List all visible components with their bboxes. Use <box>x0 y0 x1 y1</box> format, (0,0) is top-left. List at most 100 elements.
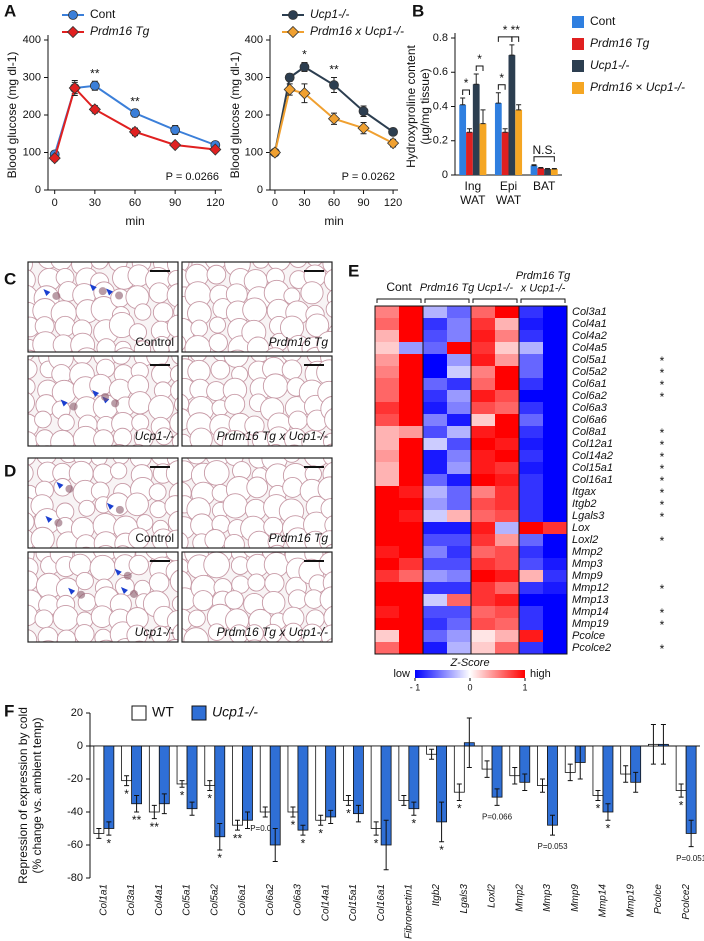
heat-cell <box>495 594 519 606</box>
error-bar <box>217 823 223 851</box>
bar <box>472 84 480 175</box>
legend-label: Ucp1-/- <box>212 704 258 720</box>
adipocyte <box>149 500 168 519</box>
error-bar <box>207 780 213 792</box>
arrowhead <box>106 288 114 296</box>
heat-cell <box>471 462 495 474</box>
x-tick-label: Epi WAT <box>496 179 522 207</box>
significance: * <box>503 23 508 37</box>
significance: * <box>660 462 665 476</box>
significance: * <box>207 792 212 806</box>
tissue <box>182 262 332 352</box>
heat-cell <box>543 618 567 630</box>
adipocyte <box>28 604 38 627</box>
arrowhead <box>106 502 114 510</box>
bar <box>494 103 502 175</box>
adipocyte <box>128 323 147 342</box>
stroma <box>52 291 61 300</box>
error-bar <box>290 806 296 818</box>
adipocyte <box>246 476 269 499</box>
gene-label: Mmp2 <box>572 546 603 558</box>
gene-label: Col6a6 <box>572 414 608 426</box>
gene-label: Mmp13 <box>572 594 610 606</box>
adipocyte <box>307 262 323 267</box>
marker <box>88 103 101 116</box>
x-tick-label: Col4a1 <box>154 884 165 916</box>
adipocyte <box>172 623 178 642</box>
adipocyte <box>169 569 178 593</box>
heat-cell <box>447 342 471 354</box>
x-tick-label: Col6a1 <box>237 884 248 916</box>
gene-label: Mmp14 <box>572 606 609 618</box>
significance: P=0.051 <box>676 854 704 863</box>
error-bar <box>134 795 140 813</box>
bar <box>544 169 551 175</box>
tissue <box>182 458 332 548</box>
adipocyte <box>204 529 226 548</box>
gene-label: Col15a1 <box>572 462 613 474</box>
error-bar <box>502 128 508 133</box>
heat-cell <box>543 474 567 486</box>
legend-label: Prdm16 Tg <box>90 24 150 38</box>
y-tick-label: 0 <box>77 740 83 752</box>
heat-cell <box>447 606 471 618</box>
micrograph-label: Ucp1-/- <box>135 429 174 443</box>
x-axis-label: min <box>125 214 144 228</box>
marker <box>68 10 78 20</box>
adipocyte <box>152 645 172 665</box>
significance: * <box>301 836 306 850</box>
gene-label: Col14a2 <box>572 450 613 462</box>
heat-cell <box>447 426 471 438</box>
adipocyte <box>28 378 36 396</box>
x-tick-label: 60 <box>129 197 141 209</box>
bar <box>259 745 271 813</box>
micrograph-frame <box>27 457 179 549</box>
error-bar <box>551 167 557 170</box>
heat-cell <box>375 582 399 594</box>
heat-cell <box>375 330 399 342</box>
heat-cell <box>495 558 519 570</box>
y-tick-label: 0.4 <box>433 100 448 112</box>
adipocyte <box>189 427 213 446</box>
error-bar <box>272 828 278 862</box>
stroma <box>115 505 124 514</box>
heat-cell <box>519 426 543 438</box>
adipocyte <box>28 392 35 414</box>
heat-cell <box>519 534 543 546</box>
marker <box>68 81 81 95</box>
bar <box>550 169 558 175</box>
heat-cell <box>399 618 423 630</box>
adipocyte <box>97 545 114 548</box>
bar <box>537 168 545 175</box>
heat-cell <box>447 354 471 366</box>
significance: * <box>499 71 504 85</box>
adipocyte <box>325 543 332 548</box>
marker <box>284 72 295 83</box>
y-axis-label: Hydroxyproline content <box>404 44 418 167</box>
micrograph-label: Prdm16 Tg x Ucp1-/- <box>217 625 328 639</box>
heat-cell <box>423 330 447 342</box>
adipocyte <box>94 628 113 642</box>
micrograph-frame <box>27 261 179 353</box>
y-tick-label: -20 <box>67 773 83 785</box>
adipocyte <box>265 347 285 352</box>
heat-cell <box>399 306 423 318</box>
heat-cell <box>375 426 399 438</box>
heat-cell <box>375 534 399 546</box>
heat-cell <box>519 510 543 522</box>
panel-label: F <box>4 701 14 720</box>
heat-cell <box>447 474 471 486</box>
heat-cell <box>399 522 423 534</box>
tissue <box>28 552 178 665</box>
heat-cell <box>543 570 567 582</box>
adipocyte <box>300 281 324 305</box>
heat-cell <box>519 582 543 594</box>
adipocyte <box>262 373 289 399</box>
adipocyte <box>281 359 303 381</box>
heat-cell <box>519 546 543 558</box>
significance: P=0.053 <box>537 842 568 851</box>
colorbar-tick-label: 0 <box>467 682 472 692</box>
x-tick-label: Col15a1 <box>348 884 359 921</box>
significance: * <box>660 582 665 596</box>
bar <box>148 745 160 813</box>
